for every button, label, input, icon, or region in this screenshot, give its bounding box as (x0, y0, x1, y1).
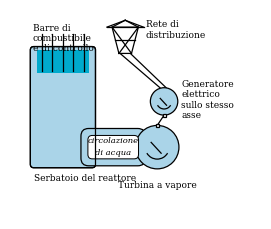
Bar (37, 51, 89, 74)
Text: Barre di
combustibile
e di controllo: Barre di combustibile e di controllo (33, 23, 93, 53)
Bar (163, 114, 166, 117)
Text: circolazione: circolazione (88, 137, 139, 145)
Text: Generatore
elettrico
sullo stesso
asse: Generatore elettrico sullo stesso asse (181, 80, 234, 120)
Text: di acqua: di acqua (95, 149, 131, 157)
Text: Serbatoio del reattore: Serbatoio del reattore (34, 174, 136, 183)
Circle shape (150, 88, 178, 116)
FancyBboxPatch shape (30, 47, 95, 168)
FancyBboxPatch shape (88, 136, 138, 159)
FancyBboxPatch shape (81, 129, 146, 166)
Circle shape (136, 126, 179, 169)
Text: Rete di
distribuzione: Rete di distribuzione (146, 20, 206, 39)
Text: Turbina a vapore: Turbina a vapore (118, 180, 196, 189)
Bar (156, 124, 159, 127)
